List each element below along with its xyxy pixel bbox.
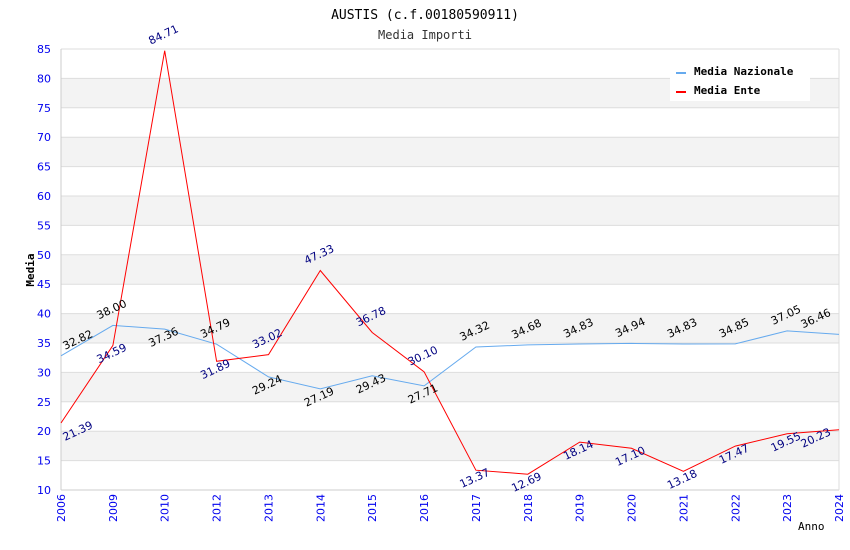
y-tick-label: 60: [37, 190, 51, 203]
x-tick-label: 2018: [522, 494, 535, 522]
legend-label-media-nazionale: Media Nazionale: [694, 65, 794, 78]
x-tick-label: 2010: [159, 494, 172, 522]
chart-subtitle: Media Importi: [378, 28, 472, 42]
x-tick-label: 2015: [366, 494, 379, 522]
y-tick-label: 45: [37, 278, 51, 291]
chart-title: AUSTIS (c.f.00180590911): [331, 8, 519, 23]
grid-band: [61, 372, 839, 402]
y-tick-label: 55: [37, 219, 51, 232]
y-tick-label: 15: [37, 455, 51, 468]
x-tick-label: 2006: [55, 494, 68, 522]
data-label: 30.10: [406, 343, 440, 368]
data-label: 13.37: [458, 466, 492, 491]
legend: Media Nazionale Media Ente: [670, 60, 810, 101]
grid-band: [61, 313, 839, 343]
grid-band: [61, 431, 839, 461]
y-tick-label: 35: [37, 337, 51, 350]
data-label: 84.71: [147, 22, 181, 47]
y-tick-label: 50: [37, 249, 51, 262]
y-tick-label: 75: [37, 102, 51, 115]
y-tick-label: 40: [37, 308, 51, 321]
grid-band: [61, 196, 839, 226]
y-tick-label: 85: [37, 43, 51, 56]
y-tick-label: 20: [37, 425, 51, 438]
grid-band: [61, 254, 839, 285]
x-tick-label: 2019: [574, 494, 587, 522]
x-tick-label: 2012: [211, 494, 224, 522]
legend-label-media-ente: Media Ente: [694, 84, 761, 97]
x-tick-label: 2021: [677, 494, 690, 522]
x-tick-label: 2020: [626, 494, 639, 522]
y-tick-label: 70: [37, 131, 51, 144]
x-tick-label: 2022: [729, 494, 742, 522]
x-tick-label: 2016: [418, 494, 431, 522]
x-tick-label: 2017: [470, 494, 483, 522]
data-label: 34.59: [95, 341, 129, 366]
x-tick-label: 2023: [781, 494, 794, 522]
grid-band: [61, 137, 839, 167]
y-tick-label: 25: [37, 396, 51, 409]
y-tick-label: 30: [37, 366, 51, 379]
x-tick-label: 2013: [262, 494, 275, 522]
grid-bands: [61, 78, 839, 461]
series-line-media-nazionale: [60, 324, 840, 390]
x-tick-label: 2014: [314, 494, 327, 522]
x-tick-label: 2024: [833, 494, 846, 522]
x-tick-label: 2009: [107, 494, 120, 522]
y-tick-label: 80: [37, 72, 51, 85]
series-line-media-ente: [60, 50, 840, 475]
y-tick-label: 10: [37, 484, 51, 497]
y-axis-label: Media: [24, 253, 37, 286]
y-tick-label: 65: [37, 161, 51, 174]
x-axis-label: Anno: [798, 520, 825, 533]
